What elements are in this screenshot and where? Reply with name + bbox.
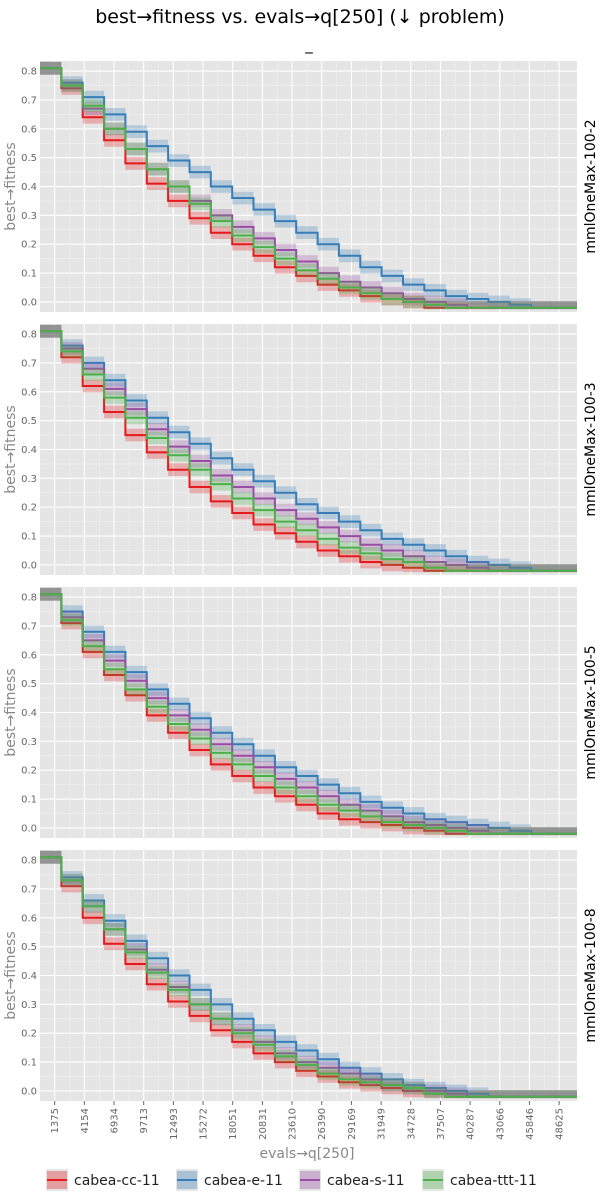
facet-panels: 0.0 0.1 0.2 0.3 0.4 0.5 0.6 0.7 0.8 best→fitness m… [3,61,599,1101]
legend-item-cabea-ttt-11: cabea-ttt-11 [422,1169,537,1191]
band-cabea-s-11 [40,587,577,836]
y-tick-label: 0.1 [21,532,37,543]
y-tick-label: 0.3 [21,211,37,222]
y-axis-title: best→fitness [3,142,19,230]
y-tick-label: 0.3 [21,737,37,748]
y-tick-label: 0.7 [21,95,37,106]
y-tick-label: 0.8 [21,330,37,341]
x-tick-label: 18051 [228,1108,239,1140]
y-tick-label: 0.3 [21,474,37,485]
facet-label: mmlOneMax-100-3 [583,382,599,516]
y-tick-label: 0.4 [21,708,37,719]
series-line-cabea-ttt-11 [40,67,577,309]
y-axis-title: best→fitness [3,931,19,1019]
y-tick-label: 0.6 [21,387,37,398]
y-tick-label: 0.6 [21,913,37,924]
x-tick-label: 6934 [110,1108,121,1133]
band-cabea-s-11 [40,324,577,573]
x-tick-label: 37507 [436,1108,447,1140]
y-tick-label: 0.8 [21,856,37,867]
y-tick-label: 0.7 [21,358,37,369]
y-tick-label: 0.7 [21,621,37,632]
x-tick-label: 23610 [288,1108,299,1140]
y-tick-label: 0.5 [21,679,37,690]
x-tick-label: 45846 [525,1108,536,1140]
y-tick-label: 0.1 [21,1058,37,1069]
y-tick-label: 0.2 [21,503,37,514]
y-tick-label: 0.6 [21,124,37,135]
legend-item-cabea-s-11: cabea-s-11 [299,1169,405,1191]
legend-label: cabea-cc-11 [74,1173,160,1189]
x-tick-label: 43066 [495,1108,506,1140]
x-tick-label: 4154 [80,1108,91,1133]
facet-label: mmlOneMax-100-8 [583,908,599,1042]
x-tick-label: 29169 [347,1108,358,1140]
facet-label: mmlOneMax-100-5 [583,645,599,779]
x-tick-label: 20831 [258,1108,269,1140]
legend-label: cabea-e-11 [204,1173,283,1189]
y-tick-label: 0.0 [21,560,37,571]
band-cabea-cc-11 [40,61,577,310]
y-tick-label: 0.4 [21,445,37,456]
chart-subtitle: _ [304,36,313,55]
x-axis-title: evals→q[250] [260,1146,355,1162]
y-tick-label: 0.5 [21,942,37,953]
y-tick-label: 0.2 [21,1029,37,1040]
y-axis-title: best→fitness [3,405,19,493]
y-tick-label: 0.3 [21,1000,37,1011]
y-tick-label: 0.1 [21,795,37,806]
legend: cabea-cc-11 cabea-e-11 cabea-s-11 cabea-ttt… [46,1169,537,1191]
panel-mmlonemax-100-8: 0.0 0.1 0.2 0.3 0.4 0.5 0.6 0.7 0.8 best→fitness m… [3,850,599,1101]
legend-item-cabea-e-11: cabea-e-11 [176,1169,283,1191]
y-tick-label: 0.0 [21,297,37,308]
panel-mmlonemax-100-2: 0.0 0.1 0.2 0.3 0.4 0.5 0.6 0.7 0.8 best→fitness m… [3,61,599,312]
x-tick-label: 48625 [555,1108,566,1140]
series-line-cabea-ttt-11 [40,856,577,1098]
y-tick-label: 0.2 [21,240,37,251]
y-tick-label: 0.0 [21,823,37,834]
legend-label: cabea-s-11 [327,1173,405,1189]
y-tick-label: 0.4 [21,182,37,193]
x-tick-label: 15272 [199,1108,210,1140]
band-cabea-s-11 [40,61,577,310]
y-tick-label: 0.4 [21,971,37,982]
y-tick-label: 0.6 [21,650,37,661]
y-tick-label: 0.0 [21,1086,37,1097]
y-tick-label: 0.5 [21,416,37,427]
legend-label: cabea-ttt-11 [450,1173,537,1189]
panel-mmlonemax-100-5: 0.0 0.1 0.2 0.3 0.4 0.5 0.6 0.7 0.8 best→fitness m… [3,587,599,838]
x-tick-label: 26390 [317,1108,328,1140]
chart-title: best→fitness vs. evals→q[250] (↓ problem… [95,6,505,28]
x-tick-label: 9713 [139,1108,150,1133]
panel-mmlonemax-100-3: 0.0 0.1 0.2 0.3 0.4 0.5 0.6 0.7 0.8 best→fitness m… [3,324,599,575]
y-tick-label: 0.1 [21,269,37,280]
band-cabea-s-11 [40,850,577,1099]
x-tick-label: 40287 [466,1108,477,1140]
x-axis: 1375 4154 6934 9713 12493 15272 18051 20831 2361… [50,1101,566,1140]
band-cabea-ttt-11 [40,850,577,1099]
series-line-cabea-ttt-11 [40,593,577,835]
facet-label: mmlOneMax-100-2 [583,119,599,253]
x-tick-label: 31949 [377,1108,388,1140]
y-tick-label: 0.7 [21,884,37,895]
x-tick-label: 12493 [169,1108,180,1140]
y-tick-label: 0.5 [21,153,37,164]
x-tick-label: 34728 [406,1108,417,1140]
legend-item-cabea-cc-11: cabea-cc-11 [46,1169,160,1191]
y-tick-label: 0.8 [21,593,37,604]
band-cabea-e-11 [40,850,577,1099]
series-line-cabea-ttt-11 [40,330,577,572]
y-tick-label: 0.2 [21,766,37,777]
y-tick-label: 0.8 [21,67,37,78]
x-tick-label: 1375 [50,1108,61,1133]
y-axis-title: best→fitness [3,668,19,756]
band-cabea-ttt-11 [40,587,577,836]
